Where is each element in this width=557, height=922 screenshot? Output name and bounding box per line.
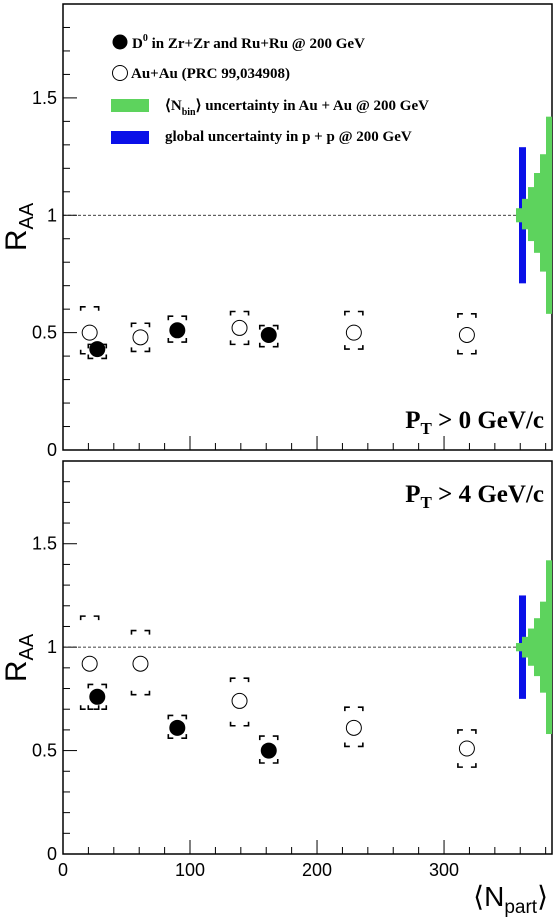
bottom-auau-sys-bracket-right [470,729,477,768]
top-auau-point [458,326,475,343]
bottom-y-tick-label: 0.5 [32,741,57,761]
top-auau-sys-bracket-right [144,322,151,353]
bottom-x-tick-label: 300 [429,860,459,880]
bottom-d0-sys-bracket-right [272,735,279,764]
legend-swatch-global [111,131,149,144]
top-d0-sys-bracket-right [181,315,188,343]
top-y-tick-label: 0 [47,440,57,460]
legend-swatch-ncoll [111,99,149,112]
bottom-auau-sys-bracket-left [344,706,350,748]
bottom-auau-sys-bracket-left [229,677,236,727]
top-y-tick-label: 1 [47,205,57,225]
bottom-ncoll-uncertainty-step [522,636,528,658]
top-d0-sys-bracket-left [167,315,174,343]
bottom-d0-point [89,688,106,705]
top-auau-sys-bracket-right [470,313,477,355]
bottom-ncoll-uncertainty-step [534,618,540,677]
top-ncoll-uncertainty-step [546,116,552,314]
top-pt-annotation: PT > 0 GeV/c [405,407,544,438]
top-ncoll-uncertainty-step [540,154,546,272]
top-auau-sys-bracket-right [93,306,100,355]
top-ncoll-uncertainty-step [534,173,540,253]
bottom-ncoll-uncertainty-step [540,601,546,693]
bottom-auau-sys-bracket-right [243,677,250,727]
top-d0-point [260,326,277,343]
bottom-auau-sys-bracket-right [357,706,364,748]
bottom-auau-sys-bracket-right [93,615,100,711]
top-auau-sys-bracket-right [357,310,364,350]
x-axis-label: ⟨Npart⟩ [473,881,548,918]
top-auau-sys-bracket-left [79,306,86,355]
bottom-auau-point [231,692,248,709]
top-auau-point [231,319,248,336]
bottom-d0-sys-bracket-left [87,683,94,711]
top-y-tick-label: 0.5 [32,323,57,343]
top-auau-point [345,324,362,341]
bottom-y-tick-label: 1 [47,637,57,657]
bottom-ncoll-uncertainty-step [546,560,552,735]
bottom-y-tick-label: 1.5 [32,534,57,554]
top-auau-sys-bracket-left [457,313,463,355]
bottom-ncoll-uncertainty-step [516,643,522,652]
bottom-x-tick-label: 200 [302,860,332,880]
top-auau-sys-bracket-left [344,310,350,350]
bottom-auau-point [345,719,362,736]
top-y-tick-label: 1.5 [32,88,57,108]
top-ncoll-uncertainty-step [522,198,528,230]
legend-entry-d0: D0 in Zr+Zr and Ru+Ru @ 200 GeV [132,33,365,52]
legend: D0 in Zr+Zr and Ru+Ru @ 200 GeV Au+Au (P… [111,33,429,145]
bottom-d0-sys-bracket-left [258,735,265,764]
bottom-x-tick-label: 100 [175,860,205,880]
legend-entry-ncoll: ⟨Nbin⟩ uncertainty in Au + Au @ 200 GeV [165,98,429,118]
top-ncoll-uncertainty-step [516,208,522,223]
legend-marker-open [112,65,128,81]
legend-entry-global: global uncertainty in p + p @ 200 GeV [165,129,412,145]
bottom-auau-point [81,655,98,672]
bottom-ncoll-uncertainty-step [528,628,534,666]
top-auau-point [132,329,149,346]
top-auau-sys-bracket-left [130,322,137,353]
top-ncoll-uncertainty-step [528,187,534,242]
bottom-d0-point [169,719,186,736]
bottom-auau-sys-bracket-left [79,615,86,711]
bottom-d0-sys-bracket-left [167,714,174,739]
bottom-auau-sys-bracket-right [144,629,151,696]
top-d0-point [89,341,106,358]
bottom-auau-point [132,655,149,672]
bottom-auau-sys-bracket-left [130,629,137,696]
top-d0-sys-bracket-right [272,324,279,348]
top-auau-point [81,324,98,341]
bottom-y-tick-label: 0 [47,844,57,864]
legend-marker-filled [112,34,128,50]
bottom-auau-point [458,740,475,757]
bottom-y-axis-label: RAA [0,633,38,682]
bottom-pt-annotation: PT > 4 GeV/c [405,481,544,512]
top-d0-point [169,322,186,339]
bottom-x-tick-label: 0 [58,860,68,880]
top-y-axis-label: RAA [0,202,38,251]
bottom-d0-point [260,742,277,759]
top-auau-sys-bracket-right [243,310,250,346]
bottom-d0-sys-bracket-right [101,683,108,711]
bottom-auau-sys-bracket-left [457,729,463,768]
top-auau-sys-bracket-left [229,310,236,346]
legend-entry-auau: Au+Au (PRC 99,034908) [131,66,290,82]
top-d0-sys-bracket-left [258,324,265,348]
bottom-d0-sys-bracket-right [181,714,188,739]
